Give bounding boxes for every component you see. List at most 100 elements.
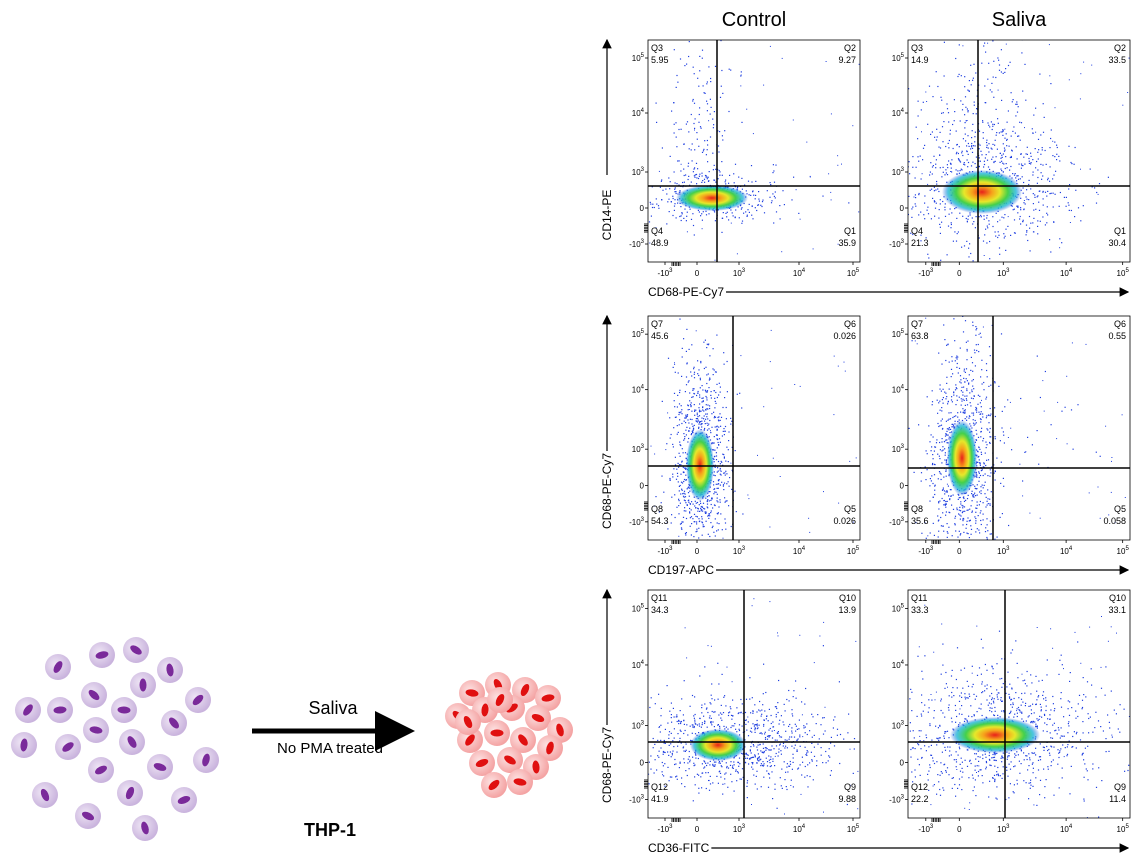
- event-dot: [978, 457, 979, 458]
- event-dot: [751, 804, 752, 805]
- event-dot: [1068, 723, 1069, 724]
- event-dot: [976, 430, 977, 431]
- event-dot: [794, 748, 795, 749]
- event-dot: [710, 430, 711, 431]
- event-dot: [717, 513, 718, 514]
- event-dot: [711, 698, 712, 699]
- event-dot: [1047, 750, 1048, 751]
- event-dot: [957, 412, 958, 413]
- event-dot: [1008, 65, 1009, 66]
- event-dot: [776, 753, 777, 754]
- event-dot: [679, 738, 680, 739]
- event-dot: [1025, 100, 1026, 101]
- event-dot: [755, 181, 756, 182]
- event-dot: [850, 749, 851, 750]
- event-dot: [944, 207, 945, 208]
- event-dot: [713, 532, 714, 533]
- event-dot: [695, 784, 696, 785]
- event-dot: [980, 463, 981, 464]
- event-dot: [701, 418, 702, 419]
- event-dot: [960, 515, 961, 516]
- event-dot: [699, 114, 700, 115]
- event-dot: [946, 490, 947, 491]
- event-dot: [796, 698, 797, 699]
- event-dot: [707, 161, 708, 162]
- event-dot: [930, 767, 931, 768]
- event-dot: [658, 757, 659, 758]
- event-dot: [898, 219, 899, 220]
- event-dot: [701, 128, 702, 129]
- event-dot: [966, 241, 967, 242]
- event-dot: [685, 496, 686, 497]
- event-dot: [945, 360, 946, 361]
- event-dot: [918, 115, 919, 116]
- event-dot: [745, 712, 746, 713]
- event-dot: [714, 165, 715, 166]
- event-dot: [838, 366, 839, 367]
- event-dot: [714, 766, 715, 767]
- event-dot: [788, 690, 789, 691]
- event-dot: [656, 198, 657, 199]
- event-dot: [797, 768, 798, 769]
- event-dot: [725, 772, 726, 773]
- event-dot: [699, 723, 700, 724]
- event-dot: [1029, 228, 1030, 229]
- event-dot: [760, 205, 761, 206]
- event-dot: [758, 745, 759, 746]
- tick-label: 105: [632, 53, 645, 63]
- event-dot: [686, 363, 687, 364]
- event-dot: [699, 70, 700, 71]
- tick-label: 103: [997, 268, 1010, 278]
- event-dot: [761, 710, 762, 711]
- event-dot: [717, 522, 718, 523]
- event-dot: [1034, 197, 1035, 198]
- event-dot: [640, 230, 641, 231]
- event-dot: [713, 169, 714, 170]
- event-dot: [681, 220, 682, 221]
- event-dot: [700, 411, 701, 412]
- event-dot: [805, 747, 806, 748]
- event-dot: [1026, 230, 1027, 231]
- event-dot: [969, 415, 970, 416]
- event-dot: [698, 420, 699, 421]
- event-dot: [1037, 233, 1038, 234]
- event-dot: [988, 143, 989, 144]
- event-dot: [973, 145, 974, 146]
- event-dot: [1009, 753, 1010, 754]
- event-dot: [679, 390, 680, 391]
- event-dot: [807, 786, 808, 787]
- event-dot: [1020, 216, 1021, 217]
- event-dot: [679, 403, 680, 404]
- event-dot: [764, 212, 765, 213]
- event-dot: [1085, 748, 1086, 749]
- event-dot: [746, 730, 747, 731]
- event-dot: [793, 757, 794, 758]
- event-dot: [935, 485, 936, 486]
- event-dot: [936, 744, 937, 745]
- event-dot: [707, 177, 708, 178]
- event-dot: [678, 414, 679, 415]
- event-dot: [974, 425, 975, 426]
- tick-exp: 4: [802, 546, 806, 552]
- event-dot: [814, 756, 815, 757]
- event-dot: [689, 148, 690, 149]
- event-dot: [1004, 151, 1005, 152]
- event-dot: [904, 164, 905, 165]
- event-dot: [1066, 197, 1067, 198]
- event-dot: [720, 387, 721, 388]
- event-dot: [714, 417, 715, 418]
- event-dot: [1015, 233, 1016, 234]
- cell: [481, 772, 507, 798]
- event-dot: [747, 797, 748, 798]
- event-dot: [975, 523, 976, 524]
- event-dot: [632, 188, 633, 189]
- event-dot: [823, 645, 824, 646]
- event-dot: [723, 486, 724, 487]
- event-dot: [950, 227, 951, 228]
- event-dot: [678, 536, 679, 537]
- event-dot: [954, 340, 955, 341]
- event-dot: [1020, 223, 1021, 224]
- event-dot: [732, 765, 733, 766]
- event-dot: [705, 558, 706, 559]
- y-axis-label: CD14-PE: [600, 190, 614, 241]
